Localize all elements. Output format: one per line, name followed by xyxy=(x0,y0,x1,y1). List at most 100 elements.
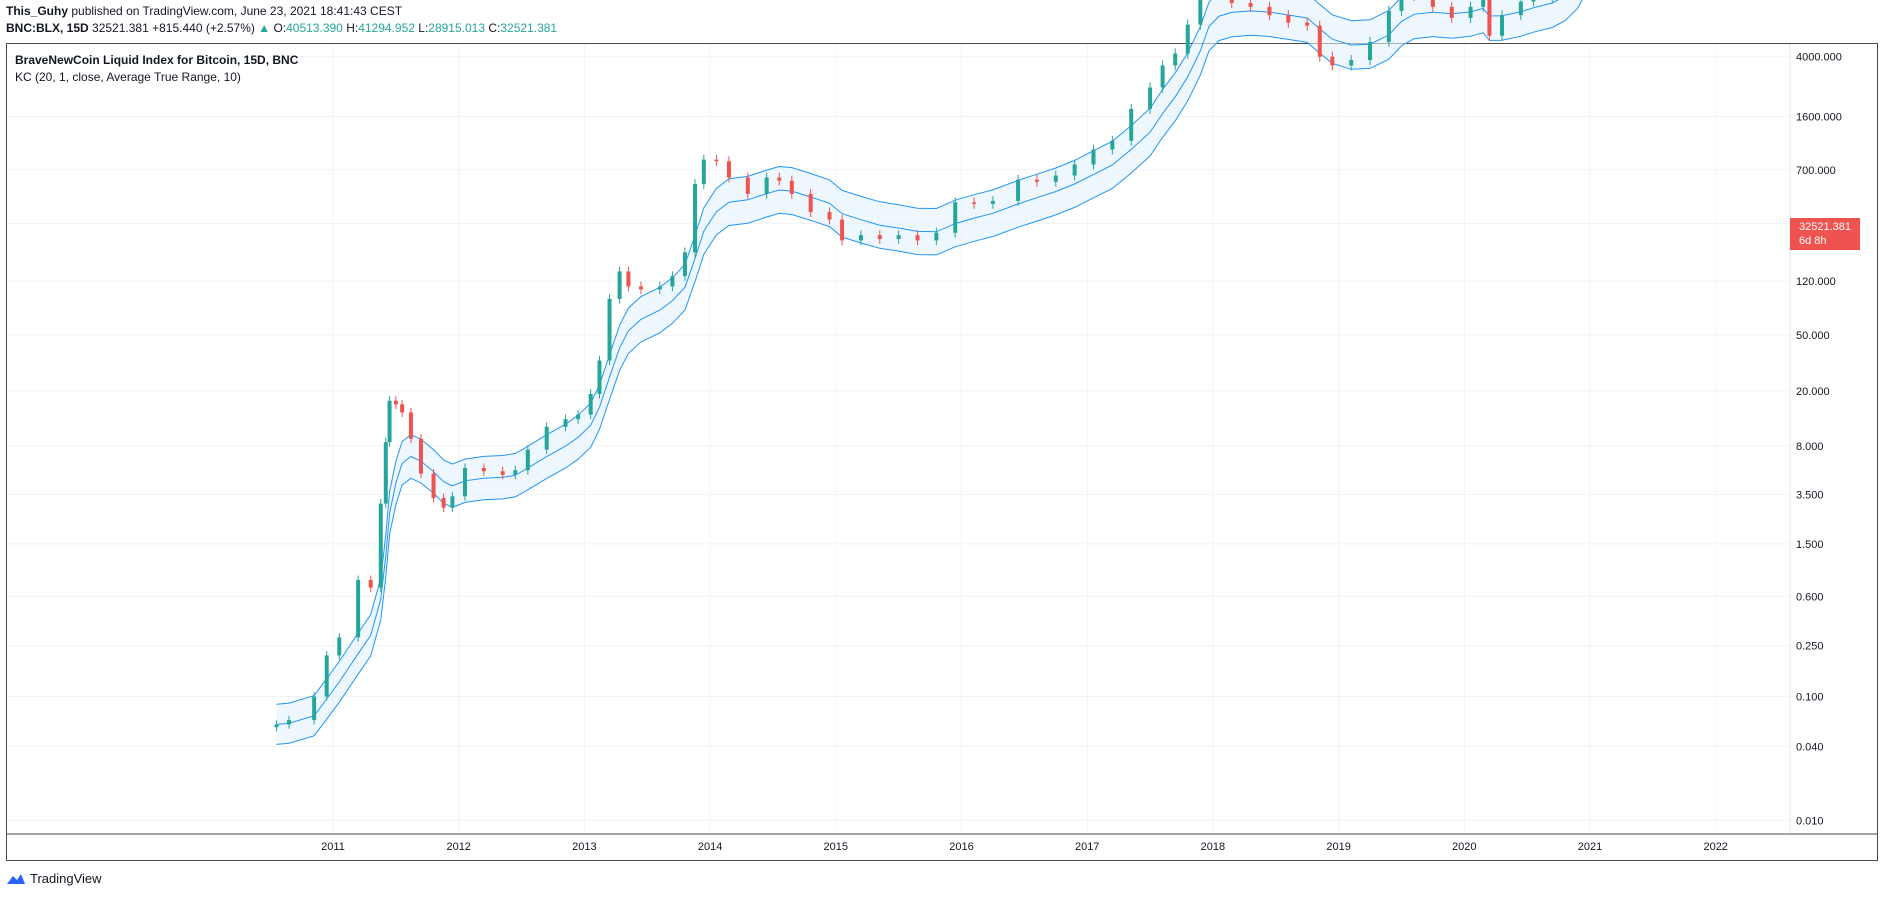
candle-body xyxy=(915,235,920,241)
low-label: L: xyxy=(418,21,429,35)
y-tick-label: 3.500 xyxy=(1796,490,1824,502)
author-name[interactable]: This_Guhy xyxy=(6,4,69,18)
open-value: 40513.390 xyxy=(286,21,343,35)
y-tick-label: 0.010 xyxy=(1796,815,1824,827)
time-axis: 2011 2012 2013 2014 2015 2016 2017 2018 2019 2020… xyxy=(321,841,1728,853)
candle-body xyxy=(274,724,279,728)
candle-body xyxy=(597,360,602,394)
price-tag-value: 32521.381 xyxy=(1799,221,1851,233)
last-price-tag: 32521.381 6d 8h xyxy=(1790,218,1860,250)
candle-body xyxy=(1091,149,1096,165)
candle-body xyxy=(1148,87,1153,109)
candle-body xyxy=(1399,0,1404,11)
candle-body xyxy=(1386,10,1391,42)
x-tick-label: 2019 xyxy=(1326,841,1350,853)
candle-body xyxy=(588,393,593,415)
candle-body xyxy=(563,419,568,427)
candle-body xyxy=(714,159,719,162)
tradingview-footer[interactable]: TradingView xyxy=(6,871,102,887)
candle-body xyxy=(1430,0,1435,7)
candle-body xyxy=(441,498,446,508)
candle-body xyxy=(1053,175,1058,182)
open-label: O: xyxy=(273,21,287,35)
candle-body xyxy=(383,442,388,504)
candle-body xyxy=(972,202,977,204)
candle-body xyxy=(1305,22,1310,26)
x-tick-label: 2018 xyxy=(1201,841,1225,853)
publication-bar: This_Guhy published on TradingView.com, … xyxy=(6,4,402,19)
candle-body xyxy=(576,414,581,420)
candle-body xyxy=(701,159,706,185)
x-tick-label: 2013 xyxy=(572,841,596,853)
candle-body xyxy=(827,212,832,220)
candle-body xyxy=(682,252,687,277)
candle-body xyxy=(607,298,612,361)
candle-body xyxy=(544,426,549,450)
candle-body xyxy=(1173,53,1178,66)
candle-body xyxy=(500,471,505,475)
tradingview-logo-icon xyxy=(7,874,25,884)
chart-title[interactable]: BraveNewCoin Liquid Index for Bitcoin, 1… xyxy=(15,53,299,67)
high-value: 41294.952 xyxy=(358,21,415,35)
x-tick-label: 2022 xyxy=(1703,841,1727,853)
x-tick-label: 2020 xyxy=(1452,841,1476,853)
candle-body xyxy=(693,184,698,253)
candle-body xyxy=(896,235,901,240)
candle-body xyxy=(764,177,769,194)
candle-body xyxy=(1248,3,1253,7)
candle-body xyxy=(745,177,750,194)
candle-body xyxy=(1500,15,1505,36)
x-tick-label: 2016 xyxy=(949,841,973,853)
candle-body xyxy=(525,449,530,471)
candle-body xyxy=(990,200,995,204)
candle-body xyxy=(840,219,845,241)
candle-body xyxy=(1110,140,1115,150)
y-tick-label: 0.040 xyxy=(1796,741,1824,753)
candle-body xyxy=(953,202,958,233)
chart-frame[interactable] xyxy=(6,43,1878,861)
y-tick-label: 10000.000 xyxy=(1796,0,1848,3)
candle-body xyxy=(1198,0,1203,25)
candle-body xyxy=(1129,108,1134,141)
candle-body xyxy=(356,579,361,638)
close-value: 32521.381 xyxy=(500,21,558,35)
candle-body xyxy=(481,467,486,472)
candle-body xyxy=(462,467,467,497)
price-axis: 4800000.0002000000.000800000.000320000.0… xyxy=(1796,0,1848,827)
y-tick-label: 20.000 xyxy=(1796,386,1830,398)
y-tick-label: 0.600 xyxy=(1796,591,1824,603)
candle-body xyxy=(324,655,329,697)
candle-body xyxy=(808,193,813,213)
candle-body xyxy=(1185,24,1190,54)
candle-body xyxy=(638,286,643,290)
candle-body xyxy=(387,400,392,443)
candle-body xyxy=(1016,179,1021,201)
candle-body xyxy=(777,177,782,181)
high-label: H: xyxy=(346,21,359,35)
candle-body xyxy=(1449,6,1454,18)
candle-body xyxy=(1034,179,1039,182)
candle-body xyxy=(408,412,413,439)
candle-body xyxy=(1368,41,1373,61)
candle-body xyxy=(368,579,373,588)
channel-lower-line xyxy=(276,0,1583,745)
candle-body xyxy=(1072,164,1077,176)
channel-middle-line xyxy=(276,0,1559,725)
candle-body xyxy=(726,161,731,178)
y-tick-label: 4000.000 xyxy=(1796,52,1842,64)
indicator-label[interactable]: KC (20, 1, close, Average True Range, 10… xyxy=(15,70,241,84)
candlestick-series xyxy=(274,0,1553,732)
y-tick-label: 8.000 xyxy=(1796,441,1824,453)
x-tick-label: 2017 xyxy=(1075,841,1099,853)
candle-body xyxy=(670,276,675,287)
candle-body xyxy=(450,496,455,508)
y-tick-label: 0.250 xyxy=(1796,641,1824,653)
candle-body xyxy=(431,473,436,499)
candle-body xyxy=(1487,0,1492,36)
candle-body xyxy=(400,404,405,413)
ohlc-bar: BNC:BLX, 15D 32521.381 +815.440 (+2.57%)… xyxy=(6,21,557,36)
candle-body xyxy=(877,235,882,240)
candle-body xyxy=(1330,56,1335,66)
candle-body xyxy=(789,180,794,194)
